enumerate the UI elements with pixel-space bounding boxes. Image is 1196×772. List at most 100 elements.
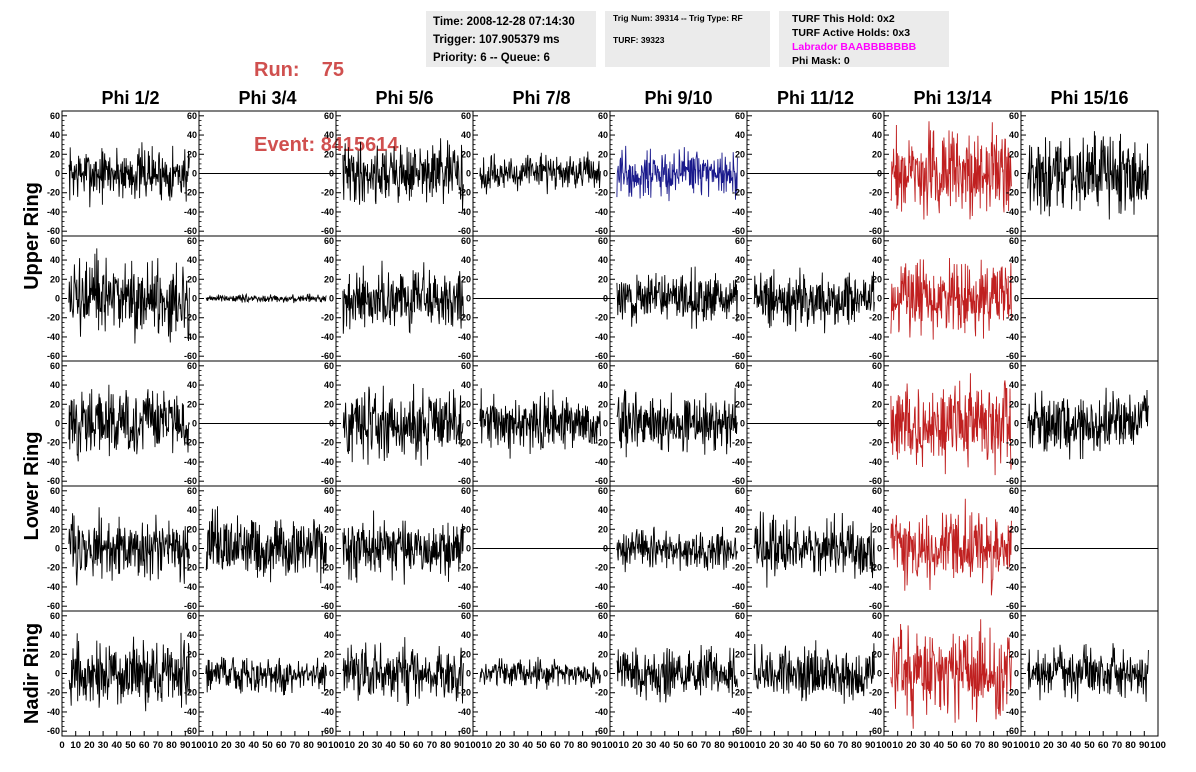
x-tick-label: 100 — [876, 740, 892, 751]
y-tick-label: 0 — [466, 419, 471, 429]
x-tick-label: 80 — [303, 740, 314, 751]
y-tick-label: -60 — [458, 601, 471, 611]
y-tick-label: 40 — [187, 255, 197, 265]
y-tick-label: 20 — [461, 149, 471, 159]
y-tick-label: 40 — [324, 255, 334, 265]
x-tick-label: 20 — [769, 740, 780, 751]
y-tick-label: 20 — [598, 399, 608, 409]
y-tick-label: 0 — [740, 294, 745, 304]
x-tick-label: 10 — [207, 740, 218, 751]
y-tick-label: -20 — [869, 313, 882, 323]
y-tick-label: -20 — [869, 438, 882, 448]
x-tick-label: 30 — [509, 740, 520, 751]
y-tick-label: 60 — [324, 236, 334, 246]
y-tick-label: -20 — [732, 563, 745, 573]
waveform-trace — [753, 640, 875, 704]
y-tick-label: 20 — [1009, 399, 1019, 409]
y-tick-label: 40 — [50, 380, 60, 390]
y-tick-label: 0 — [55, 169, 60, 179]
x-tick-label: 60 — [1098, 740, 1109, 751]
y-tick-label: -60 — [1006, 726, 1019, 736]
waveform-trace — [890, 373, 1012, 476]
y-tick-label: -40 — [184, 332, 197, 342]
y-tick-label: 60 — [461, 611, 471, 621]
y-tick-label: 0 — [877, 419, 882, 429]
y-tick-label: 20 — [461, 274, 471, 284]
y-tick-label: 20 — [1009, 274, 1019, 284]
y-tick-label: 40 — [735, 130, 745, 140]
y-tick-label: 0 — [1014, 294, 1019, 304]
y-tick-label: -60 — [732, 226, 745, 236]
y-tick-label: 0 — [1014, 544, 1019, 554]
y-tick-label: -40 — [869, 582, 882, 592]
y-tick-label: 60 — [324, 111, 334, 121]
y-tick-label: -20 — [184, 688, 197, 698]
x-tick-label: 30 — [646, 740, 657, 751]
y-tick-label: -40 — [1006, 457, 1019, 467]
x-tick-label: 90 — [180, 740, 191, 751]
y-tick-label: -60 — [595, 476, 608, 486]
y-tick-label: -60 — [869, 351, 882, 361]
y-tick-label: 20 — [598, 649, 608, 659]
y-tick-label: 0 — [603, 669, 608, 679]
y-tick-label: -60 — [458, 476, 471, 486]
y-tick-label: -40 — [595, 582, 608, 592]
x-tick-label: 80 — [577, 740, 588, 751]
y-tick-label: -40 — [458, 707, 471, 717]
x-tick-label: 40 — [797, 740, 808, 751]
y-tick-label: -20 — [869, 188, 882, 198]
x-tick-label: 100 — [1150, 740, 1166, 751]
y-tick-label: 40 — [50, 130, 60, 140]
y-tick-label: 60 — [1009, 611, 1019, 621]
y-tick-label: -40 — [47, 332, 60, 342]
y-tick-label: 40 — [872, 505, 882, 515]
y-tick-label: 40 — [872, 130, 882, 140]
x-tick-label: 100 — [465, 740, 481, 751]
y-tick-label: 0 — [192, 544, 197, 554]
y-tick-label: -20 — [732, 313, 745, 323]
x-tick-label: 60 — [961, 740, 972, 751]
waveform-trace — [616, 387, 738, 458]
y-tick-label: -60 — [184, 226, 197, 236]
y-tick-label: 20 — [324, 399, 334, 409]
y-tick-label: -20 — [321, 188, 334, 198]
y-tick-label: -20 — [184, 438, 197, 448]
waveform-trace — [68, 248, 190, 344]
y-tick-label: 60 — [461, 361, 471, 371]
y-tick-label: -20 — [184, 313, 197, 323]
y-tick-label: 40 — [187, 505, 197, 515]
column-title: Phi 13/14 — [913, 88, 991, 108]
y-tick-label: 60 — [1009, 361, 1019, 371]
waveform-trace — [68, 384, 190, 462]
y-tick-label: 0 — [877, 169, 882, 179]
event-label: Event: — [254, 134, 316, 156]
y-tick-label: -40 — [47, 707, 60, 717]
x-tick-label: 40 — [660, 740, 671, 751]
waveform-trace — [753, 267, 875, 334]
y-tick-label: 0 — [740, 419, 745, 429]
x-tick-label: 50 — [262, 740, 273, 751]
y-tick-label: -40 — [869, 457, 882, 467]
y-tick-label: 40 — [187, 630, 197, 640]
x-tick-label: 10 — [618, 740, 629, 751]
y-tick-label: 40 — [1009, 130, 1019, 140]
y-tick-label: -40 — [184, 207, 197, 217]
y-tick-label: -20 — [1006, 688, 1019, 698]
y-tick-label: -20 — [1006, 563, 1019, 573]
y-tick-label: -40 — [595, 707, 608, 717]
y-tick-label: 0 — [877, 294, 882, 304]
waveform-trace — [479, 151, 601, 195]
y-tick-label: 40 — [461, 505, 471, 515]
y-tick-label: -20 — [47, 313, 60, 323]
x-tick-label: 90 — [591, 740, 602, 751]
y-tick-label: -40 — [458, 207, 471, 217]
y-tick-label: -60 — [321, 601, 334, 611]
y-tick-label: -40 — [732, 707, 745, 717]
y-tick-label: -60 — [47, 601, 60, 611]
waveform-trace — [68, 142, 190, 208]
y-tick-label: 20 — [735, 649, 745, 659]
x-tick-label: 0 — [59, 740, 64, 751]
waveform-trace — [753, 511, 875, 588]
y-tick-label: -40 — [732, 582, 745, 592]
y-tick-label: -20 — [1006, 188, 1019, 198]
